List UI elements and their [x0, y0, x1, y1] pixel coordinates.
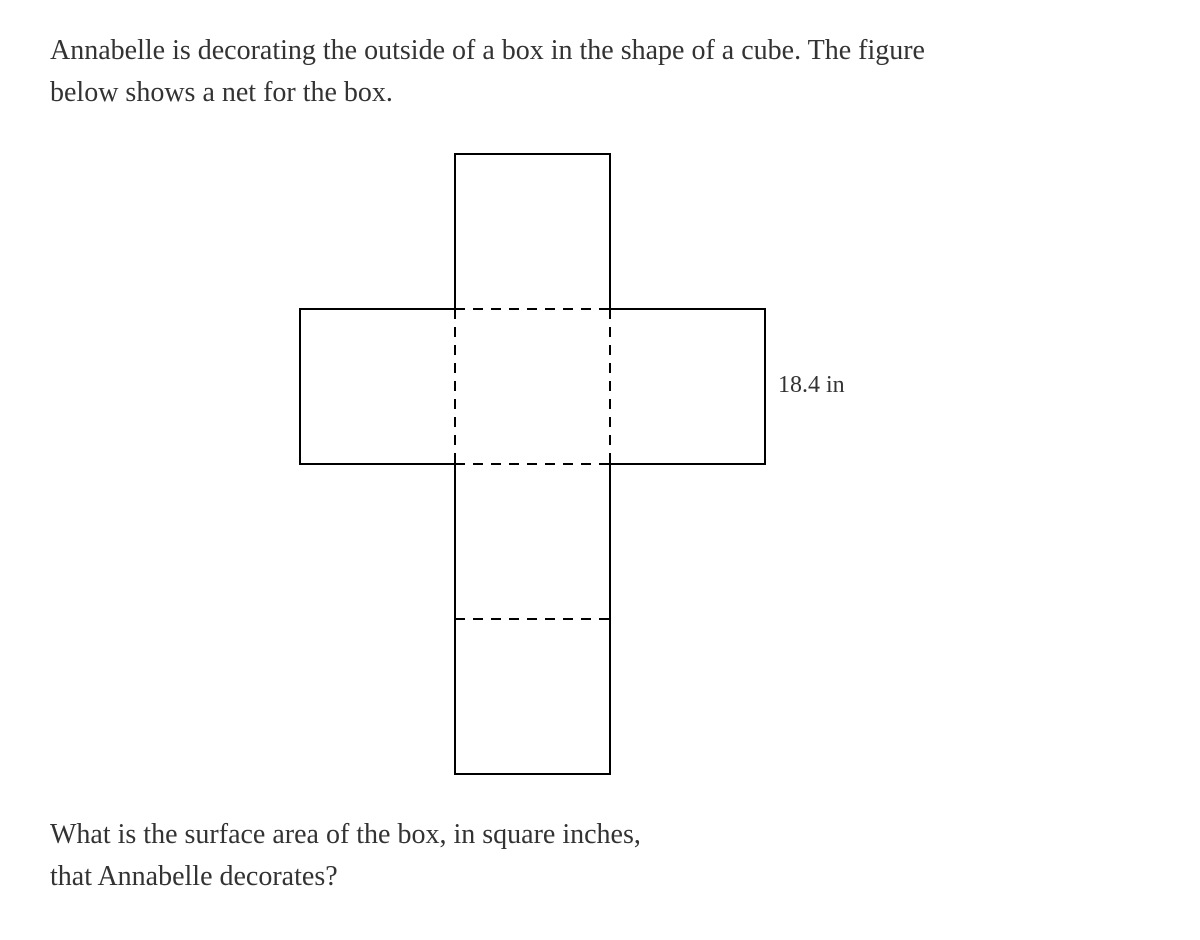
intro-line-2: below shows a net for the box. — [50, 77, 393, 108]
intro-line-1: Annabelle is decorating the outside of a… — [50, 35, 925, 66]
net-svg — [250, 144, 950, 784]
cube-net-diagram: 18.4 in — [250, 144, 950, 784]
problem-question: What is the surface area of the box, in … — [50, 814, 1150, 898]
measurement-label: 18.4 in — [778, 372, 845, 399]
problem-intro: Annabelle is decorating the outside of a… — [50, 30, 1150, 114]
question-line-1: What is the surface area of the box, in … — [50, 819, 641, 850]
question-line-2: that Annabelle decorates? — [50, 861, 338, 892]
